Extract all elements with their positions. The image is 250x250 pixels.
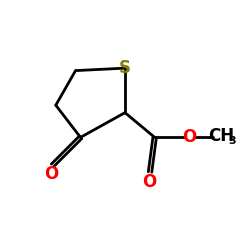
Text: 3: 3: [229, 136, 236, 145]
Text: S: S: [119, 59, 131, 77]
Text: O: O: [142, 173, 157, 191]
Text: O: O: [44, 166, 58, 184]
Text: O: O: [182, 128, 196, 146]
Text: CH: CH: [208, 127, 234, 145]
